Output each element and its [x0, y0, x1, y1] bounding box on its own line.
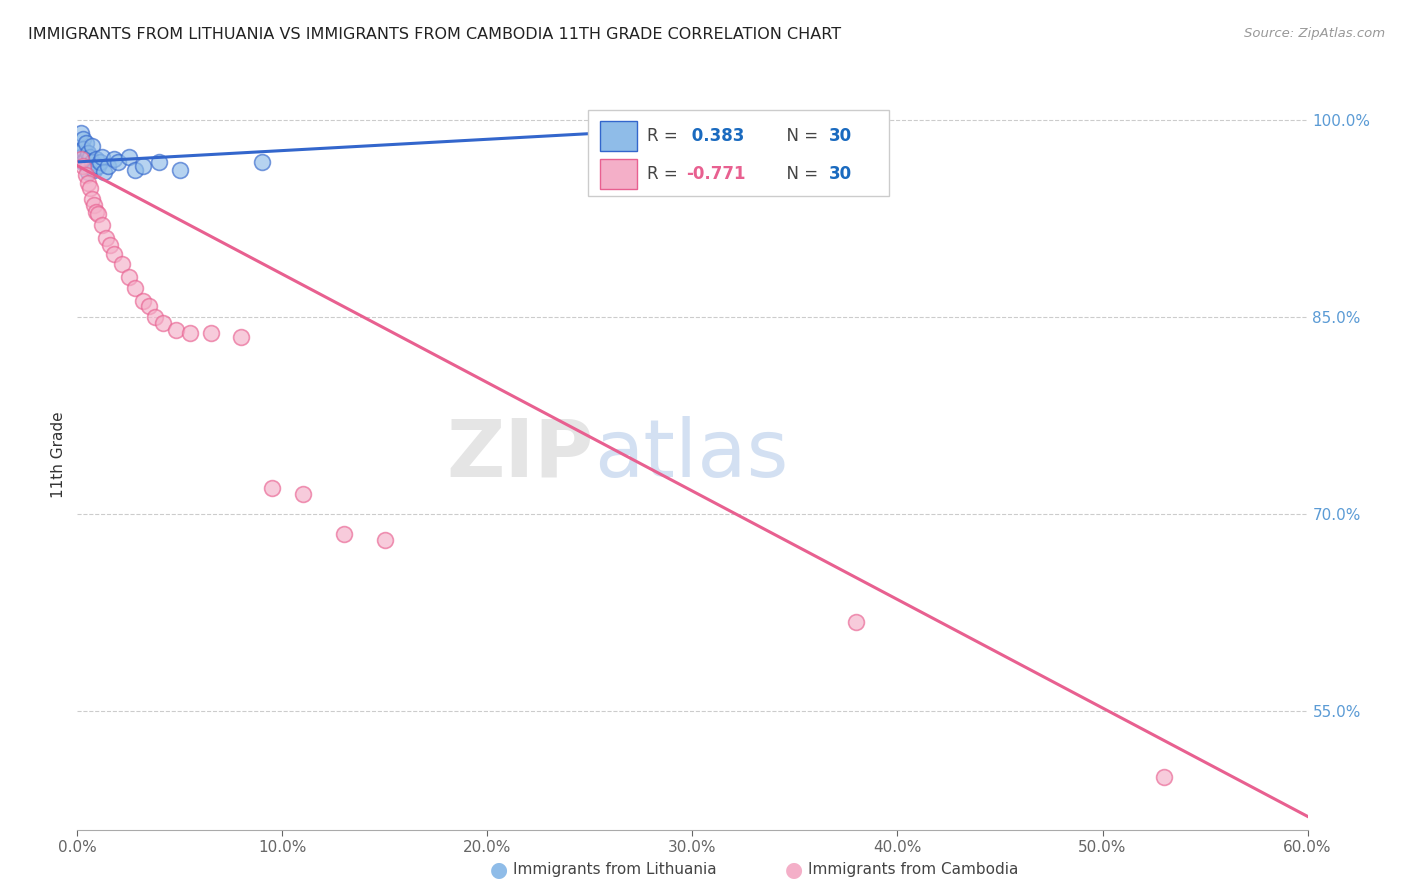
Point [374, 533, 396, 548]
Point [83, 162, 105, 177]
Point [76, 176, 98, 190]
Point [72, 132, 94, 146]
Text: 30: 30 [830, 128, 852, 145]
Point [250, 154, 273, 169]
Point [103, 247, 125, 261]
FancyBboxPatch shape [588, 111, 890, 196]
Point [124, 281, 146, 295]
Point [75, 168, 97, 182]
Point [84, 152, 107, 166]
Point [152, 317, 174, 331]
Point [72, 142, 94, 156]
Text: Immigrants from Lithuania: Immigrants from Lithuania [513, 863, 717, 877]
Point [70, 126, 93, 140]
Point [67, 145, 90, 160]
Point [72, 159, 94, 173]
Point [72, 154, 94, 169]
Point [87, 159, 110, 173]
Point [132, 159, 155, 173]
Point [76, 159, 98, 173]
Point [97, 159, 120, 173]
Point [169, 162, 191, 177]
Point [117, 149, 139, 163]
Point [75, 136, 97, 151]
Point [89, 154, 111, 169]
Point [165, 323, 187, 337]
Point [291, 487, 314, 501]
Point [80, 154, 103, 169]
Point [70, 149, 93, 163]
Point [845, 615, 868, 629]
Point [94, 231, 117, 245]
Text: IMMIGRANTS FROM LITHUANIA VS IMMIGRANTS FROM CAMBODIA 11TH GRADE CORRELATION CHA: IMMIGRANTS FROM LITHUANIA VS IMMIGRANTS … [28, 27, 841, 42]
Point [107, 154, 129, 169]
Text: N =: N = [776, 128, 824, 145]
Point [87, 207, 110, 221]
Point [76, 145, 98, 160]
Point [111, 257, 134, 271]
Point [75, 152, 97, 166]
Y-axis label: 11th Grade: 11th Grade [51, 411, 66, 499]
Point [93, 165, 115, 179]
Point [80, 139, 103, 153]
Point [124, 162, 146, 177]
Point [76, 165, 98, 179]
Text: -0.771: -0.771 [686, 165, 745, 183]
Point [333, 526, 356, 541]
Point [640, 123, 662, 137]
Point [179, 326, 201, 340]
FancyBboxPatch shape [600, 121, 637, 152]
Text: ●: ● [491, 860, 508, 880]
Point [262, 481, 284, 495]
Point [98, 237, 121, 252]
Point [83, 198, 105, 212]
Point [143, 310, 166, 324]
Point [200, 326, 222, 340]
Point [148, 154, 170, 169]
Point [70, 152, 93, 166]
Point [1153, 770, 1175, 784]
Point [79, 181, 101, 195]
Text: R =: R = [647, 128, 683, 145]
FancyBboxPatch shape [600, 159, 637, 189]
Text: atlas: atlas [595, 416, 789, 494]
Point [132, 294, 155, 309]
Text: R =: R = [647, 165, 683, 183]
Point [138, 299, 160, 313]
Point [117, 270, 139, 285]
Point [231, 329, 253, 343]
Point [84, 204, 107, 219]
Point [79, 149, 101, 163]
Point [103, 152, 125, 166]
Text: ●: ● [786, 860, 803, 880]
Text: ZIP: ZIP [447, 416, 595, 494]
Text: N =: N = [776, 165, 824, 183]
Text: Immigrants from Cambodia: Immigrants from Cambodia [808, 863, 1019, 877]
Text: Source: ZipAtlas.com: Source: ZipAtlas.com [1244, 27, 1385, 40]
Text: 30: 30 [830, 165, 852, 183]
Text: 0.383: 0.383 [686, 128, 745, 145]
Point [80, 192, 103, 206]
Point [90, 149, 114, 163]
Point [90, 218, 114, 232]
